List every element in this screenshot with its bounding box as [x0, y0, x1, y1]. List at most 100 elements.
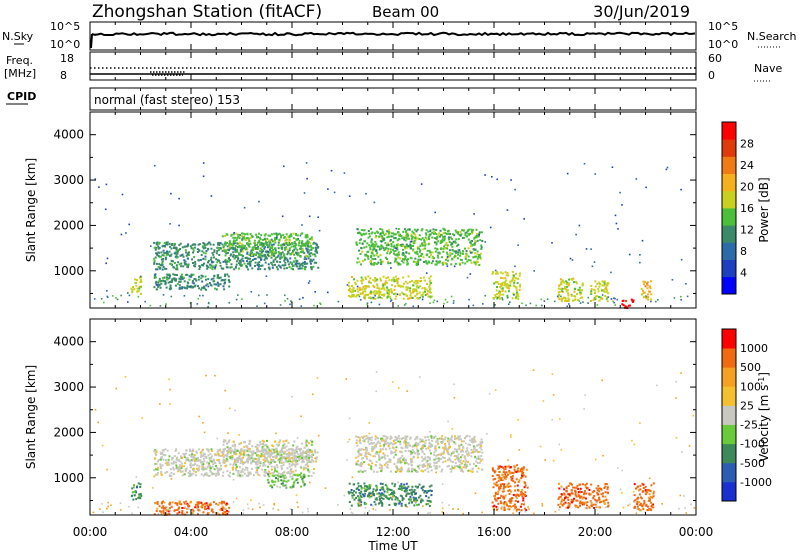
nsky-label: N.Sky: [2, 30, 34, 43]
velocity-y-axis: 4000 3000 2000 1000: [53, 335, 696, 501]
time-tick-label: 08:00: [275, 525, 310, 539]
colorbar-swatch: [722, 225, 736, 243]
y-tick-label: 2000: [53, 425, 84, 439]
freq-tick-top: 18: [60, 52, 74, 65]
colorbar-tick-label: 25: [740, 399, 754, 412]
echo-patch: [640, 280, 653, 301]
time-axis-label: Time UT: [367, 539, 418, 553]
echo-patch: [347, 482, 433, 507]
velocity-colorbar: 1000 500 100 25 -25 -100 -500 -1000: [721, 328, 772, 502]
echo-patch: [633, 482, 655, 512]
cpid-label: CPID: [7, 90, 36, 103]
date-label: 30/Jun/2019: [593, 2, 690, 21]
nsearch-tick-bottom: 10^0: [708, 38, 738, 51]
colorbar-tick-label: 12: [740, 224, 754, 237]
colorbar-tick-label: 1000: [740, 342, 768, 355]
power-y-label: Slant Range [km]: [24, 158, 38, 262]
time-axis: 00:00 04:00 08:00 12:00 16:00 20:00 00:00: [73, 22, 714, 539]
station-title: Zhongshan Station (fitACF): [92, 2, 322, 22]
power-scatter-layer: [93, 162, 689, 310]
colorbar-tick-label: 20: [740, 181, 754, 194]
time-tick-label: 00:00: [679, 525, 714, 539]
y-tick-label: 4000: [53, 335, 84, 349]
echo-patch: [130, 482, 143, 501]
echo-patch: [130, 275, 143, 295]
y-tick-label: 3000: [53, 380, 84, 394]
colorbar-swatch: [722, 190, 736, 209]
colorbar-swatch: [722, 276, 736, 295]
colorbar-swatch: [722, 348, 736, 368]
colorbar-swatch: [722, 443, 736, 464]
freq-unit: [MHz]: [4, 67, 36, 80]
colorbar-tick-label: 4: [740, 267, 747, 280]
power-y-axis: 4000 3000 2000 1000: [53, 128, 696, 294]
colorbar-swatch: [722, 424, 736, 445]
colorbar-swatch: [722, 139, 736, 157]
colorbar-swatch: [722, 329, 736, 349]
beam-label: Beam 00: [372, 3, 439, 21]
echo-patch: [221, 439, 314, 464]
nsky-tick-bottom: 10^0: [50, 38, 80, 51]
cpid-text: normal (fast stereo) 153: [94, 93, 240, 107]
echo-patch: [557, 482, 610, 510]
echo-patch: [355, 227, 484, 266]
echo-patch: [221, 232, 315, 257]
echo-patch: [153, 448, 319, 478]
colorbar-swatch: [722, 259, 736, 278]
echo-patch: [355, 434, 484, 473]
echo-patch: [347, 275, 433, 300]
freq-tick-bottom: 8: [60, 69, 67, 82]
colorbar-tick-label: 8: [740, 245, 747, 258]
colorbar-swatch: [722, 481, 736, 502]
nsearch-label: N.Search: [747, 30, 797, 43]
colorbar-swatch: [722, 242, 736, 260]
y-tick-label: 1000: [53, 264, 84, 278]
freq-excursion: [150, 71, 185, 76]
sparse-echoes: [93, 162, 689, 308]
power-colorbar: 28 24 20 16 12 8 4: [721, 121, 754, 295]
colorbar-tick-label: 24: [740, 159, 754, 172]
nave-tick-top: 60: [708, 52, 722, 65]
colorbar-swatch: [722, 367, 736, 387]
nsearch-tick-top: 10^5: [708, 20, 738, 33]
colorbar-tick-label: 100: [740, 380, 761, 393]
colorbar-swatch: [722, 405, 736, 425]
sparse-echoes: [92, 369, 696, 515]
time-tick-label: 00:00: [73, 525, 108, 539]
y-tick-label: 3000: [53, 173, 84, 187]
colorbar-swatch: [722, 173, 736, 192]
nave-tick-bottom: 0: [708, 69, 715, 82]
y-tick-label: 1000: [53, 471, 84, 485]
time-tick-label: 16:00: [477, 525, 512, 539]
nsky-tick-top: 10^5: [50, 20, 80, 33]
colorbar-swatch: [722, 462, 736, 483]
colorbar-tick-label: 500: [740, 361, 761, 374]
nave-label: Nave: [754, 62, 782, 75]
velocity-y-label: Slant Range [km]: [24, 365, 38, 469]
colorbar-tick-label: -25: [740, 419, 758, 432]
colorbar-tick-label: 16: [740, 202, 754, 215]
freq-label: Freq.: [6, 54, 33, 67]
colorbar-tick-label: 28: [740, 138, 754, 151]
power-colorbar-label: Power [dB]: [757, 177, 771, 242]
echo-patch: [557, 277, 584, 303]
time-tick-label: 04:00: [174, 525, 209, 539]
colorbar-swatch: [722, 156, 736, 174]
echo-patch: [491, 270, 522, 300]
colorbar-tick-label: -1000: [740, 476, 772, 489]
nsky-trace: [90, 31, 696, 49]
velocity-scatter-layer: [92, 369, 696, 516]
colorbar-tick-label: -500: [740, 457, 765, 470]
echo-patch: [590, 280, 610, 303]
echo-patch: [491, 464, 529, 512]
y-tick-label: 4000: [53, 128, 84, 142]
colorbar-tick-label: -100: [740, 438, 765, 451]
colorbar-swatch: [722, 208, 736, 226]
velocity-colorbar-label: Velocity [m s-1]: [757, 372, 772, 462]
time-tick-label: 20:00: [578, 525, 613, 539]
y-tick-label: 2000: [53, 218, 84, 232]
colorbar-swatch: [722, 122, 736, 140]
colorbar-swatch: [722, 386, 736, 406]
echo-patch: [153, 273, 231, 291]
